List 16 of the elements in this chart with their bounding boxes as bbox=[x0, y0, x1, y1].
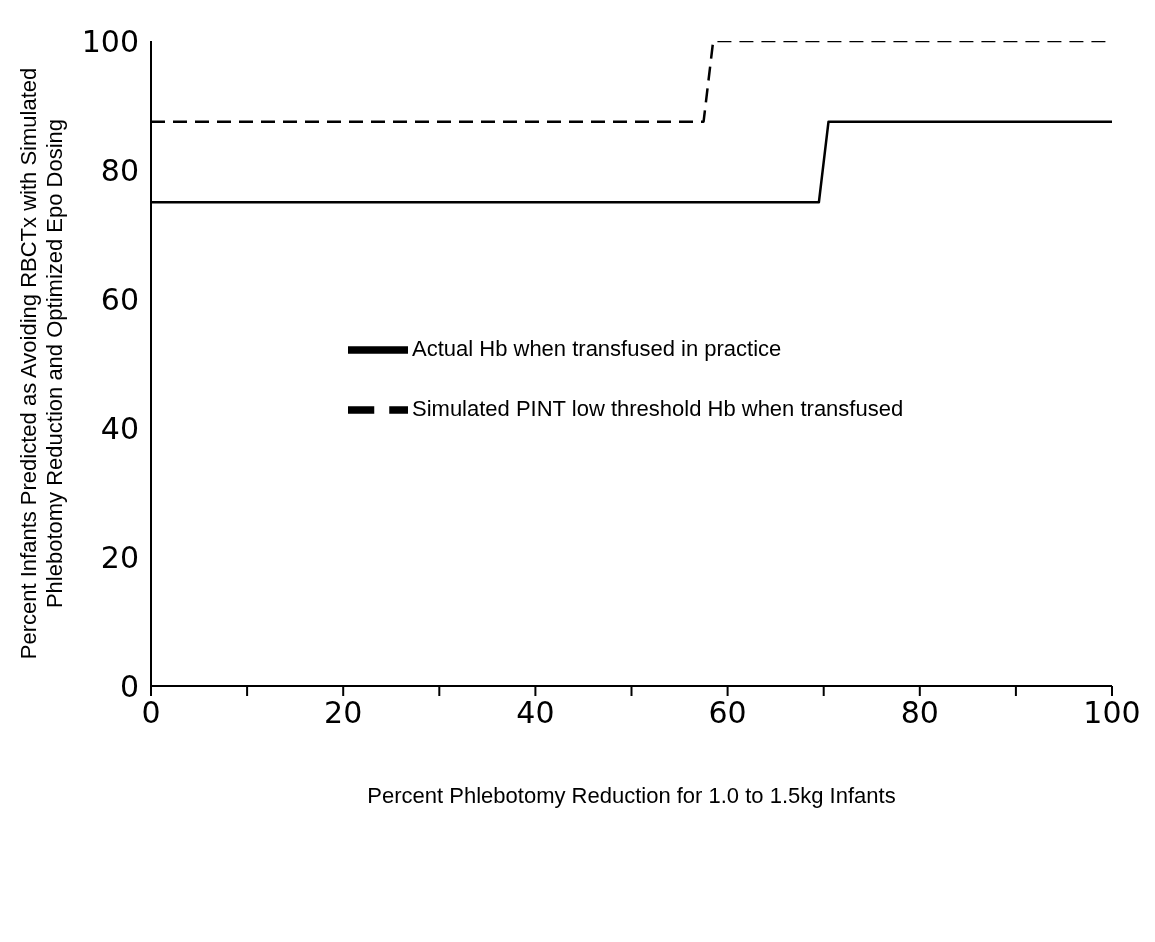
y-tick-label: 80 bbox=[100, 152, 139, 188]
y-tick-label: 100 bbox=[81, 23, 139, 59]
x-tick-label: 80 bbox=[900, 695, 939, 731]
x-tick-label: 20 bbox=[324, 695, 363, 731]
y-axis-title: Percent Infants Predicted as Avoiding RBCTx with Simulated Phlebotomy Reduction and Optimized Epo Dosing bbox=[16, 67, 67, 660]
legend-label: Simulated PINT low threshold Hb when transfused bbox=[412, 395, 904, 421]
y-tick-label: 60 bbox=[100, 281, 139, 317]
legend-label: Actual Hb when transfused in practice bbox=[412, 335, 782, 361]
x-tick-label: 60 bbox=[708, 695, 747, 731]
y-tick-label: 20 bbox=[100, 539, 139, 575]
x-tick-label: 0 bbox=[141, 695, 161, 731]
x-axis-title: Percent Phlebotomy Reduction for 1.0 to 1.5kg Infants bbox=[367, 783, 896, 808]
x-tick-label: 100 bbox=[1083, 695, 1141, 731]
x-tick-label: 40 bbox=[516, 695, 555, 731]
y-tick-label: 40 bbox=[100, 410, 139, 446]
y-tick-label: 0 bbox=[119, 668, 139, 704]
